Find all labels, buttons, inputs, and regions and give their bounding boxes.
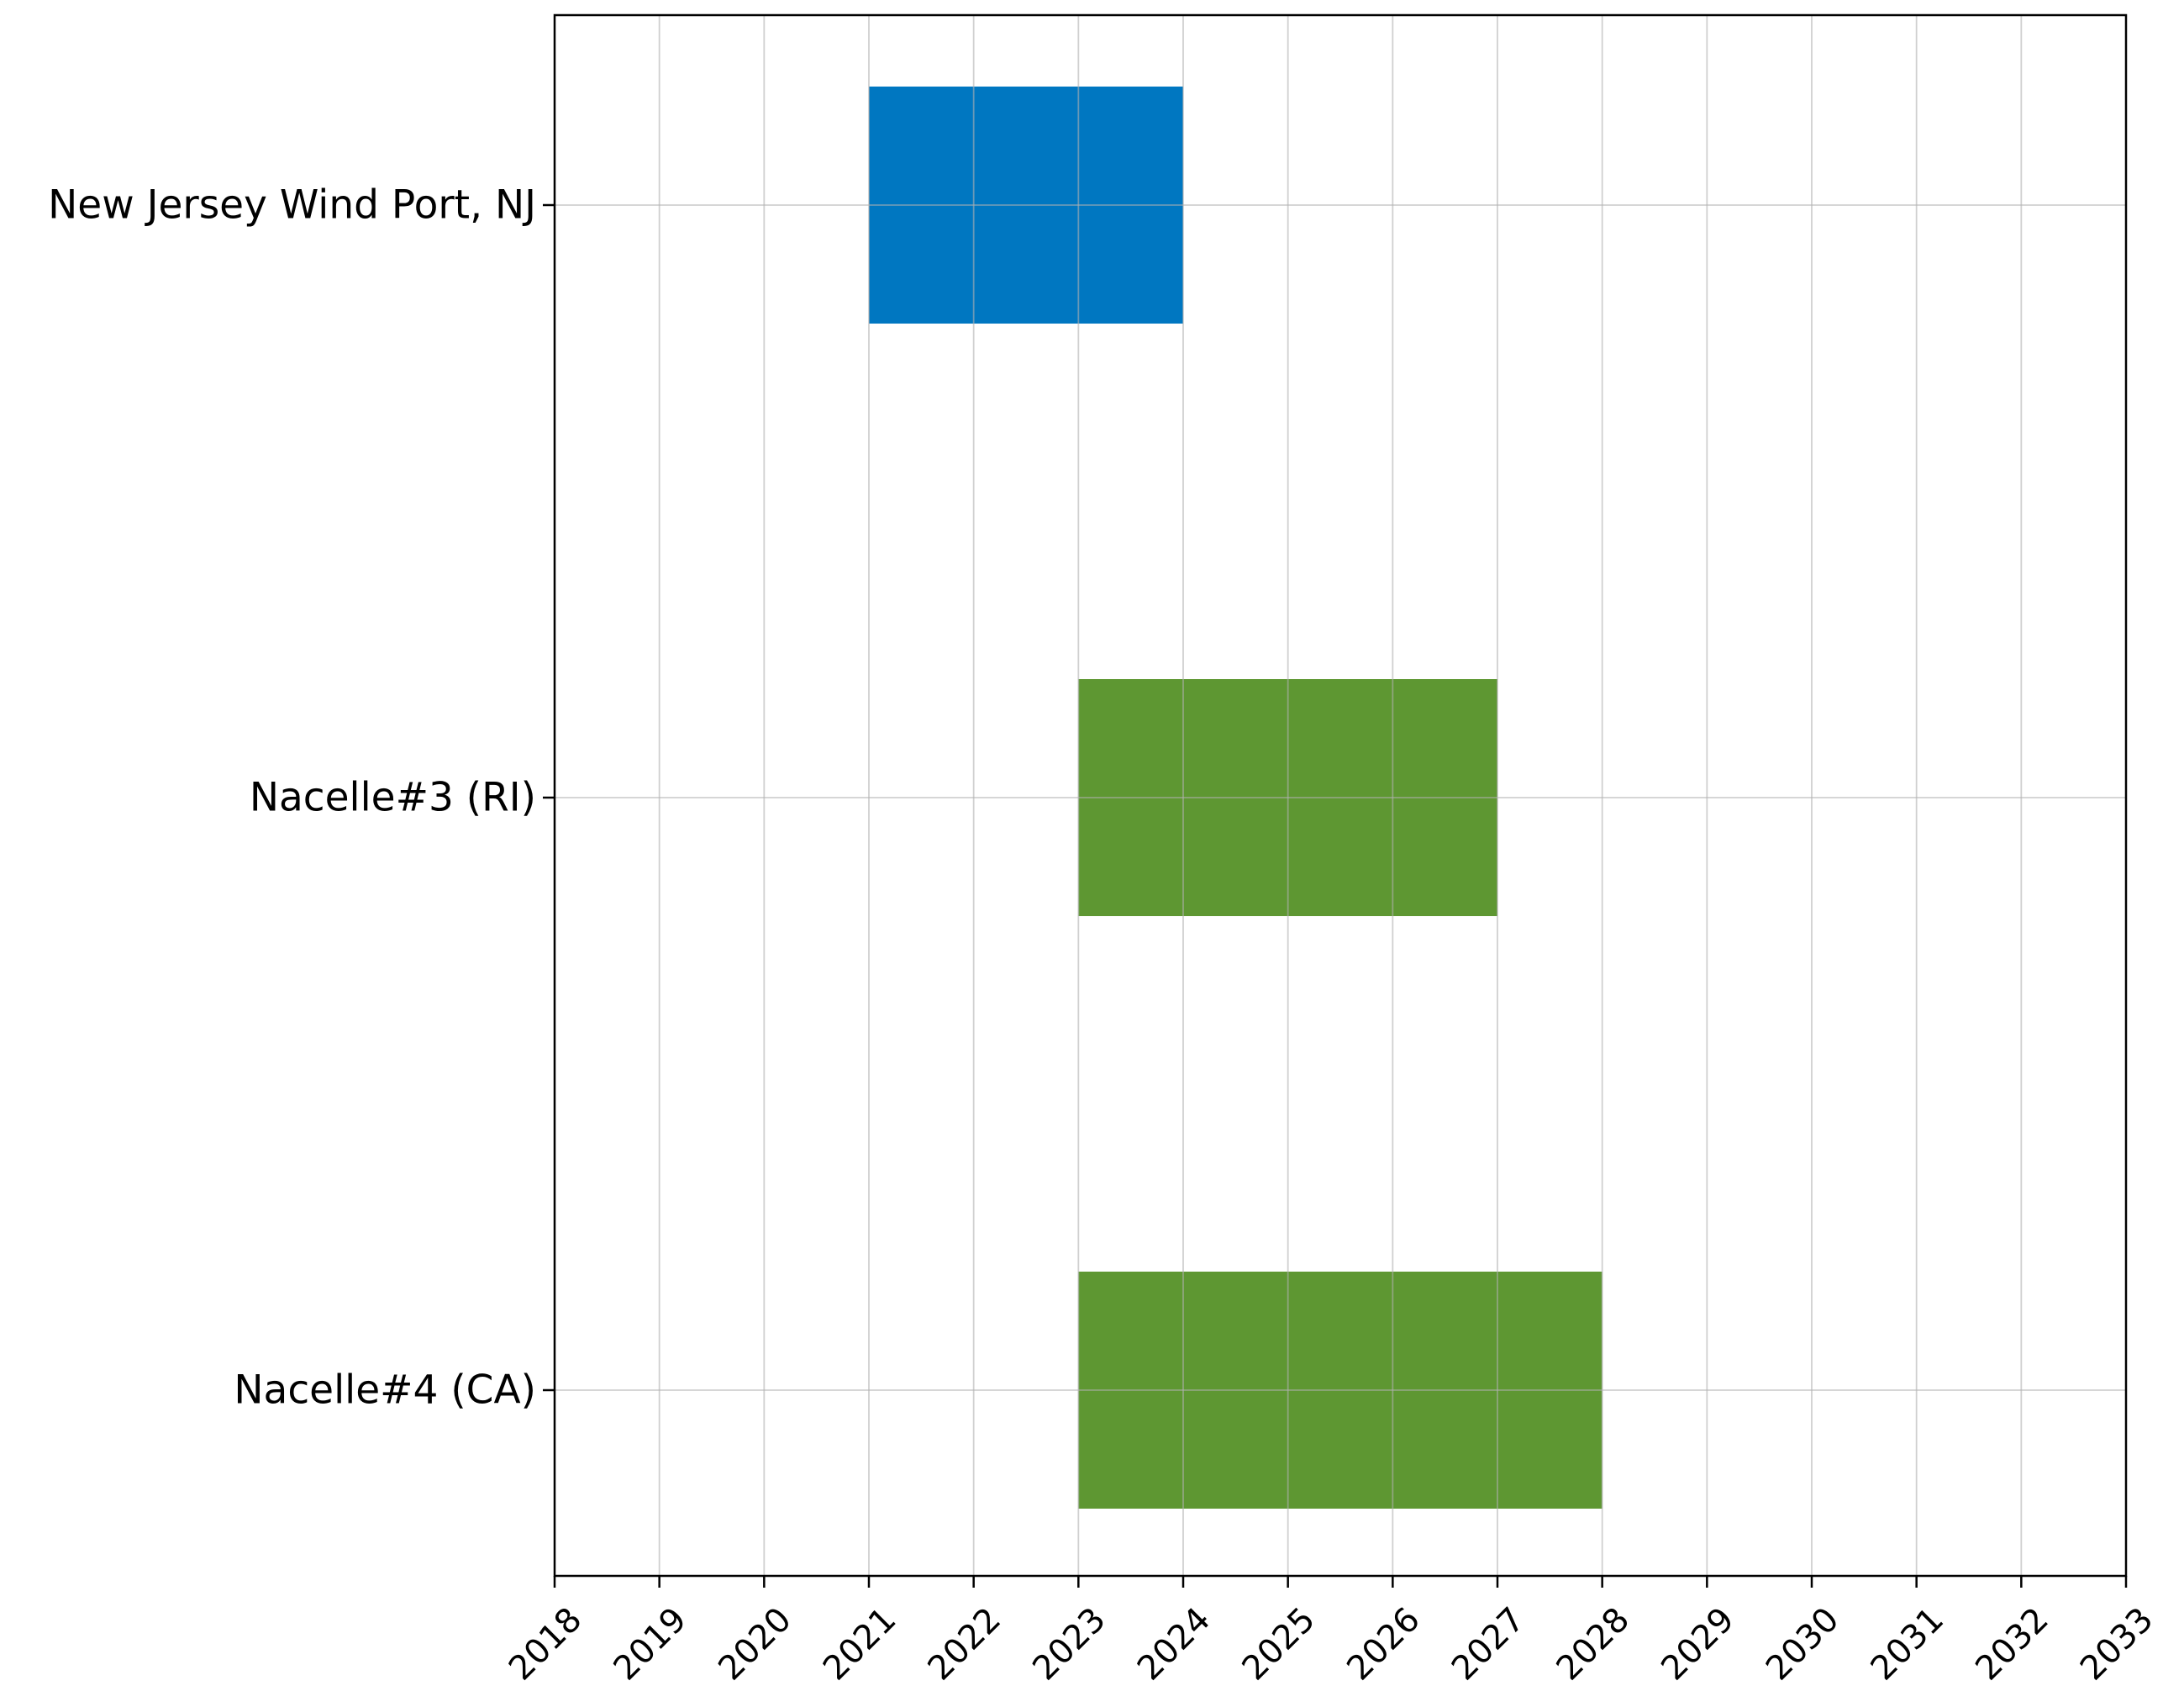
y-category-label: Nacelle#4 (CA): [234, 1367, 536, 1414]
y-category-label: Nacelle#3 (RI): [250, 775, 536, 821]
y-axis: New Jersey Wind Port, NJ Nacelle#3 (RI) Na…: [48, 182, 555, 1414]
y-category-label: New Jersey Wind Port, NJ: [48, 182, 536, 229]
plot-frame: [553, 13, 2128, 1578]
